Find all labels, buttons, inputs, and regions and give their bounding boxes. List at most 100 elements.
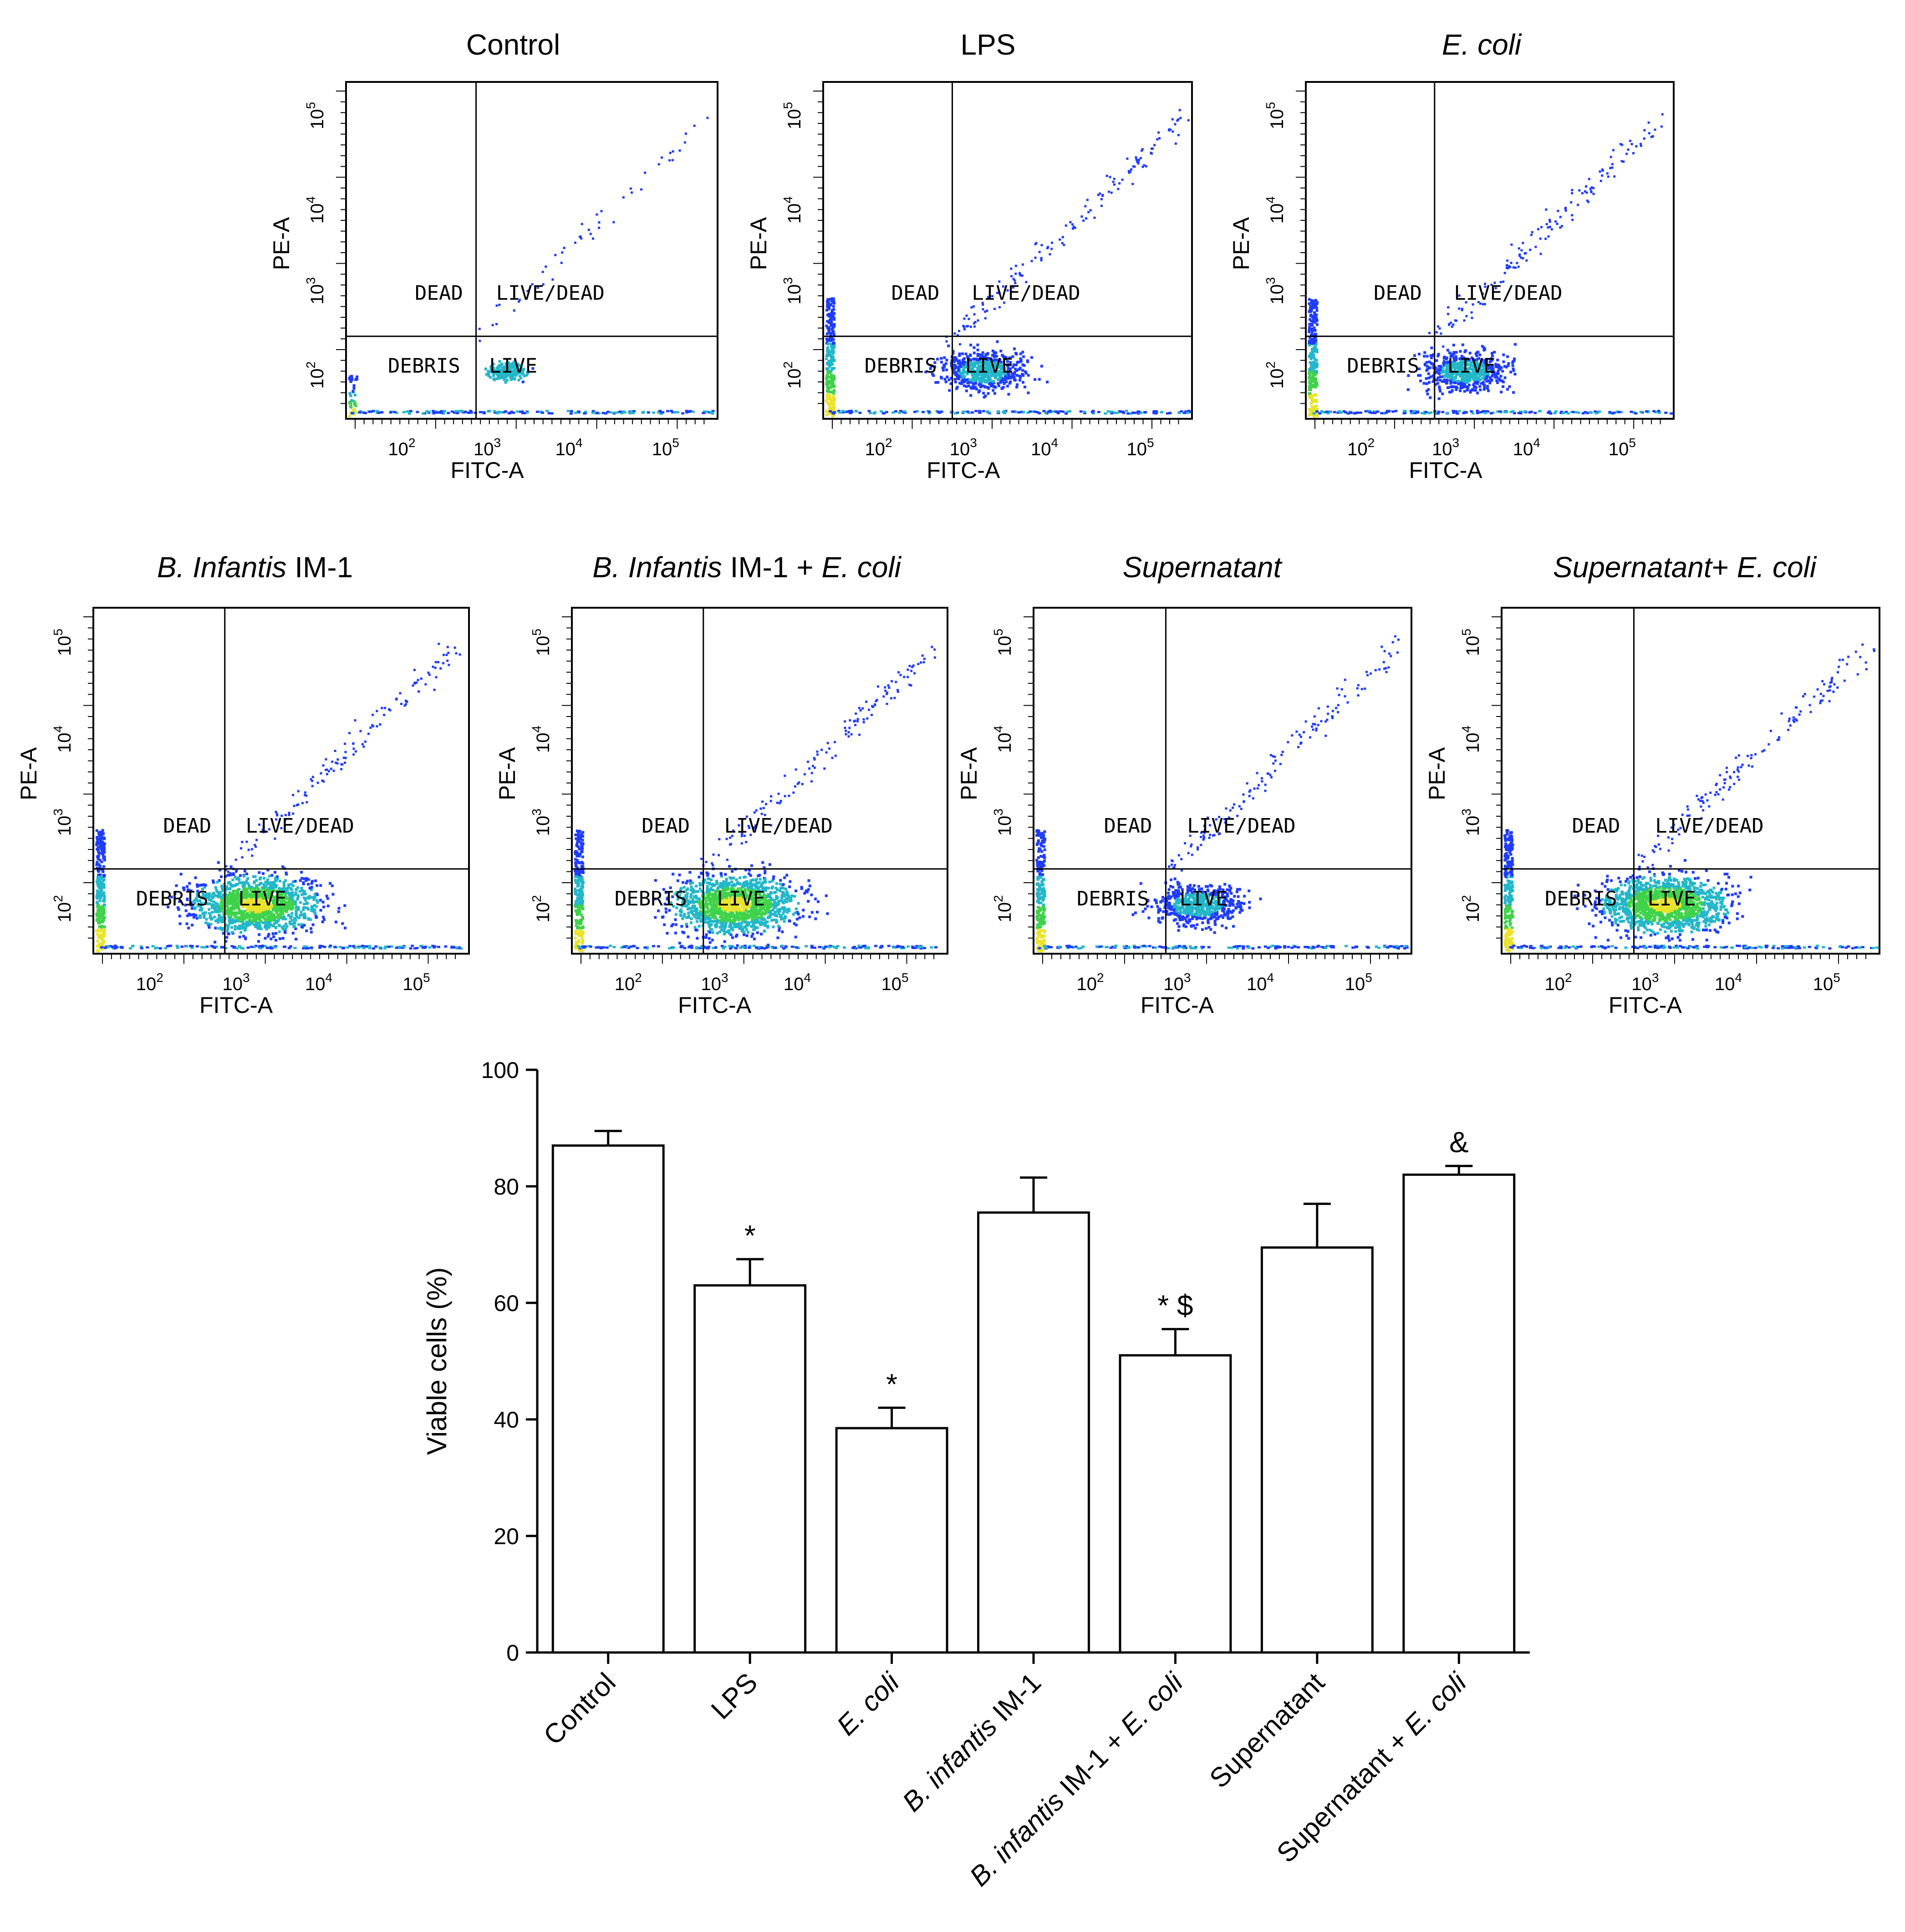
- event-dot: [254, 945, 258, 947]
- event-dot: [629, 410, 633, 412]
- event-dot: [987, 367, 990, 371]
- event-dot: [516, 362, 520, 366]
- event-dot: [1402, 412, 1406, 415]
- event-dot: [1453, 359, 1456, 362]
- event-dot: [186, 885, 189, 888]
- event-dot: [831, 326, 835, 329]
- flow-panel-title: E. coli: [1442, 28, 1522, 61]
- event-dot: [581, 223, 583, 225]
- event-dot: [314, 912, 317, 915]
- event-dot: [1564, 209, 1567, 212]
- event-dot: [1113, 178, 1115, 180]
- event-dot: [334, 920, 337, 924]
- event-dot: [1072, 225, 1075, 228]
- event-dot: [974, 374, 977, 377]
- event-dot: [1021, 369, 1024, 372]
- event-dot: [237, 891, 240, 895]
- event-dot: [1463, 383, 1467, 386]
- event-dot: [102, 865, 105, 868]
- event-dot: [991, 366, 994, 369]
- event-dot: [211, 917, 214, 920]
- event-dot: [982, 373, 985, 376]
- event-dot: [1639, 411, 1643, 413]
- event-dot: [827, 329, 830, 332]
- event-dot: [1309, 386, 1312, 389]
- event-dot: [577, 410, 581, 413]
- event-dot: [1547, 226, 1549, 229]
- event-dot: [1353, 412, 1356, 415]
- event-dot: [661, 156, 663, 159]
- event-dot: [277, 891, 280, 895]
- event-dot: [214, 886, 217, 889]
- event-dot: [1590, 190, 1593, 193]
- event-dot: [945, 368, 948, 371]
- event-dot: [515, 369, 519, 372]
- event-dot: [595, 412, 599, 414]
- event-dot: [1488, 381, 1492, 385]
- event-dot: [250, 895, 253, 899]
- event-dot: [281, 910, 284, 914]
- event-dot: [479, 340, 481, 342]
- event-dot: [1040, 257, 1043, 259]
- event-dot: [102, 905, 105, 908]
- event-dot: [270, 895, 274, 898]
- event-dot: [280, 912, 283, 915]
- event-dot: [994, 376, 997, 380]
- event-dot: [1514, 266, 1517, 269]
- event-dot: [1128, 171, 1131, 174]
- event-dot: [96, 897, 99, 900]
- event-dot: [158, 947, 162, 950]
- event-dot: [216, 920, 219, 924]
- event-dot: [249, 888, 252, 891]
- event-dot: [265, 946, 269, 949]
- event-dot: [1310, 338, 1313, 341]
- event-dot: [217, 893, 220, 896]
- event-dot: [95, 912, 98, 915]
- event-dot: [240, 895, 243, 898]
- event-dot: [978, 411, 981, 414]
- event-dot: [1310, 319, 1313, 322]
- event-dot: [1450, 374, 1453, 377]
- event-dot: [274, 946, 277, 949]
- event-dot: [285, 910, 288, 913]
- event-dot: [329, 882, 332, 885]
- event-dot: [395, 412, 398, 414]
- event-dot: [598, 226, 601, 229]
- event-dot: [1315, 370, 1318, 373]
- event-dot: [1513, 372, 1517, 376]
- event-dot: [1314, 393, 1317, 396]
- event-dot: [233, 920, 236, 924]
- event-dot: [97, 904, 100, 907]
- event-dot: [242, 888, 245, 891]
- event-dot: [1022, 411, 1025, 413]
- event-dot: [101, 918, 104, 921]
- event-dot: [512, 366, 515, 369]
- event-dot: [978, 372, 981, 376]
- event-dot: [311, 923, 315, 926]
- event-dot: [1470, 356, 1473, 360]
- event-dot: [422, 412, 425, 415]
- event-dot: [1461, 363, 1464, 366]
- event-dot: [361, 743, 364, 746]
- event-dot: [1010, 275, 1013, 278]
- event-dot: [344, 926, 347, 930]
- event-dot: [99, 942, 102, 946]
- event-dot: [1645, 410, 1648, 413]
- event-dot: [1560, 225, 1563, 228]
- event-dot: [706, 117, 709, 119]
- event-dot: [828, 351, 831, 355]
- event-dot: [102, 931, 105, 935]
- event-dot: [1438, 387, 1441, 391]
- event-dot: [1459, 370, 1462, 373]
- event-dot: [1012, 278, 1015, 280]
- event-dot: [231, 905, 234, 908]
- event-dot: [1634, 412, 1638, 415]
- event-dot: [1168, 412, 1172, 414]
- event-dot: [1474, 367, 1477, 370]
- event-dot: [978, 368, 981, 371]
- event-dot: [349, 379, 352, 382]
- flow-panel-title: LPS: [961, 28, 1016, 61]
- event-dot: [247, 898, 250, 901]
- event-dot: [289, 893, 292, 896]
- event-dot: [1484, 285, 1487, 288]
